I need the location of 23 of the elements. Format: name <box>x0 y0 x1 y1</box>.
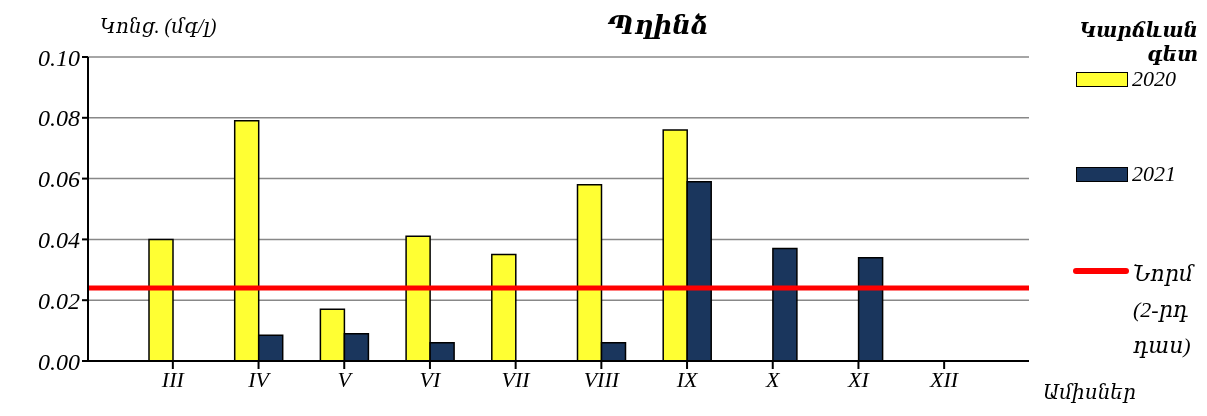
legend-label: 2021 <box>1132 161 1176 187</box>
x-tick-label: VI <box>419 366 443 392</box>
x-tick-label: XII <box>929 366 960 392</box>
x-tick-label: VII <box>501 366 532 392</box>
chart-title: Պղինձ <box>606 10 710 41</box>
x-tick-label: X <box>765 366 782 392</box>
x-axis-title: Ամիսներ <box>1043 380 1136 404</box>
legend-title: Կարճևան գետ <box>1078 18 1198 66</box>
x-tick-label: III <box>160 366 186 392</box>
legend-label: 2020 <box>1132 66 1176 92</box>
x-tick-label: V <box>337 366 354 392</box>
x-tick-label: VIII <box>583 366 621 392</box>
x-tick-label: XI <box>847 366 871 392</box>
x-tick-label: IV <box>247 366 272 392</box>
x-tick-label: IX <box>675 366 699 392</box>
y-tick-label: 0.04 <box>38 226 80 253</box>
y-tick-label: 0.08 <box>38 105 80 132</box>
legend-label: Նորմ (2-րդ դաս) <box>1133 260 1196 360</box>
y-axis-title: Կոնց. (մգ/լ) <box>100 14 217 38</box>
y-tick-label: 0.10 <box>38 44 80 71</box>
y-tick-label: 0.06 <box>38 166 80 193</box>
y-tick-label: 0.00 <box>38 348 80 375</box>
y-tick-label: 0.02 <box>38 287 80 314</box>
